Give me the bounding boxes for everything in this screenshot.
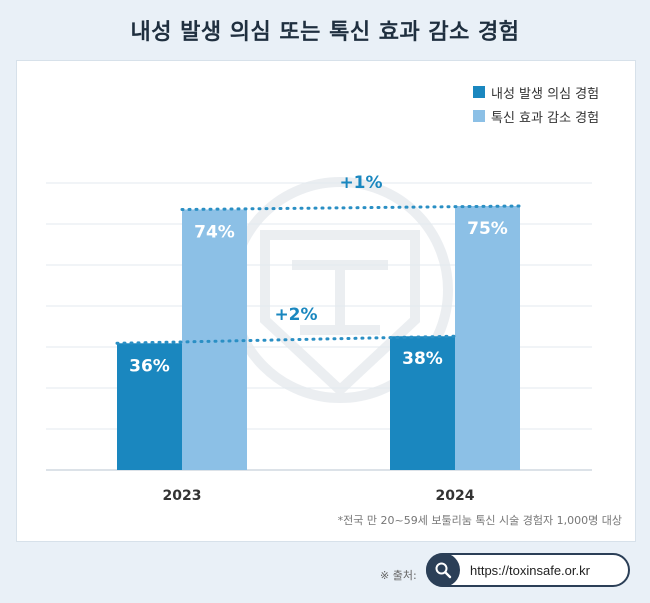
- bar: [390, 336, 455, 470]
- change-annotation: +1%: [339, 173, 382, 193]
- legend-item-1: 내성 발생 의심 경험: [473, 80, 599, 104]
- trend-line: [180, 204, 522, 212]
- data-label: 36%: [129, 356, 170, 376]
- search-icon: [426, 553, 460, 587]
- legend-label-1: 내성 발생 의심 경험: [491, 86, 600, 102]
- chart-title: 내성 발생 의심 또는 톡신 효과 감소 경험: [130, 20, 520, 45]
- bar: [117, 343, 182, 470]
- source-url-box[interactable]: https://toxinsafe.or.kr: [426, 553, 630, 587]
- trend-line: [115, 334, 457, 345]
- bar: [455, 206, 520, 470]
- legend-swatch-1: [473, 86, 485, 98]
- legend-swatch-2: [473, 110, 485, 122]
- change-annotation: +2%: [274, 305, 317, 325]
- legend-label-2: 톡신 효과 감소 경험: [491, 110, 600, 126]
- x-tick-label: 2023: [163, 488, 202, 504]
- data-label: 74%: [194, 223, 235, 243]
- legend-item-2: 톡신 효과 감소 경험: [473, 104, 599, 128]
- x-tick-label: 2024: [436, 488, 475, 504]
- footnote: *전국 만 20~59세 보툴리눔 톡신 시술 경험자 1,000명 대상: [337, 514, 622, 527]
- source-label: ※ 출처:: [380, 569, 417, 582]
- legend: 내성 발생 의심 경험 톡신 효과 감소 경험: [473, 80, 599, 128]
- source-url[interactable]: https://toxinsafe.or.kr: [470, 563, 590, 578]
- data-label: 75%: [467, 219, 508, 239]
- data-label: 38%: [402, 349, 443, 369]
